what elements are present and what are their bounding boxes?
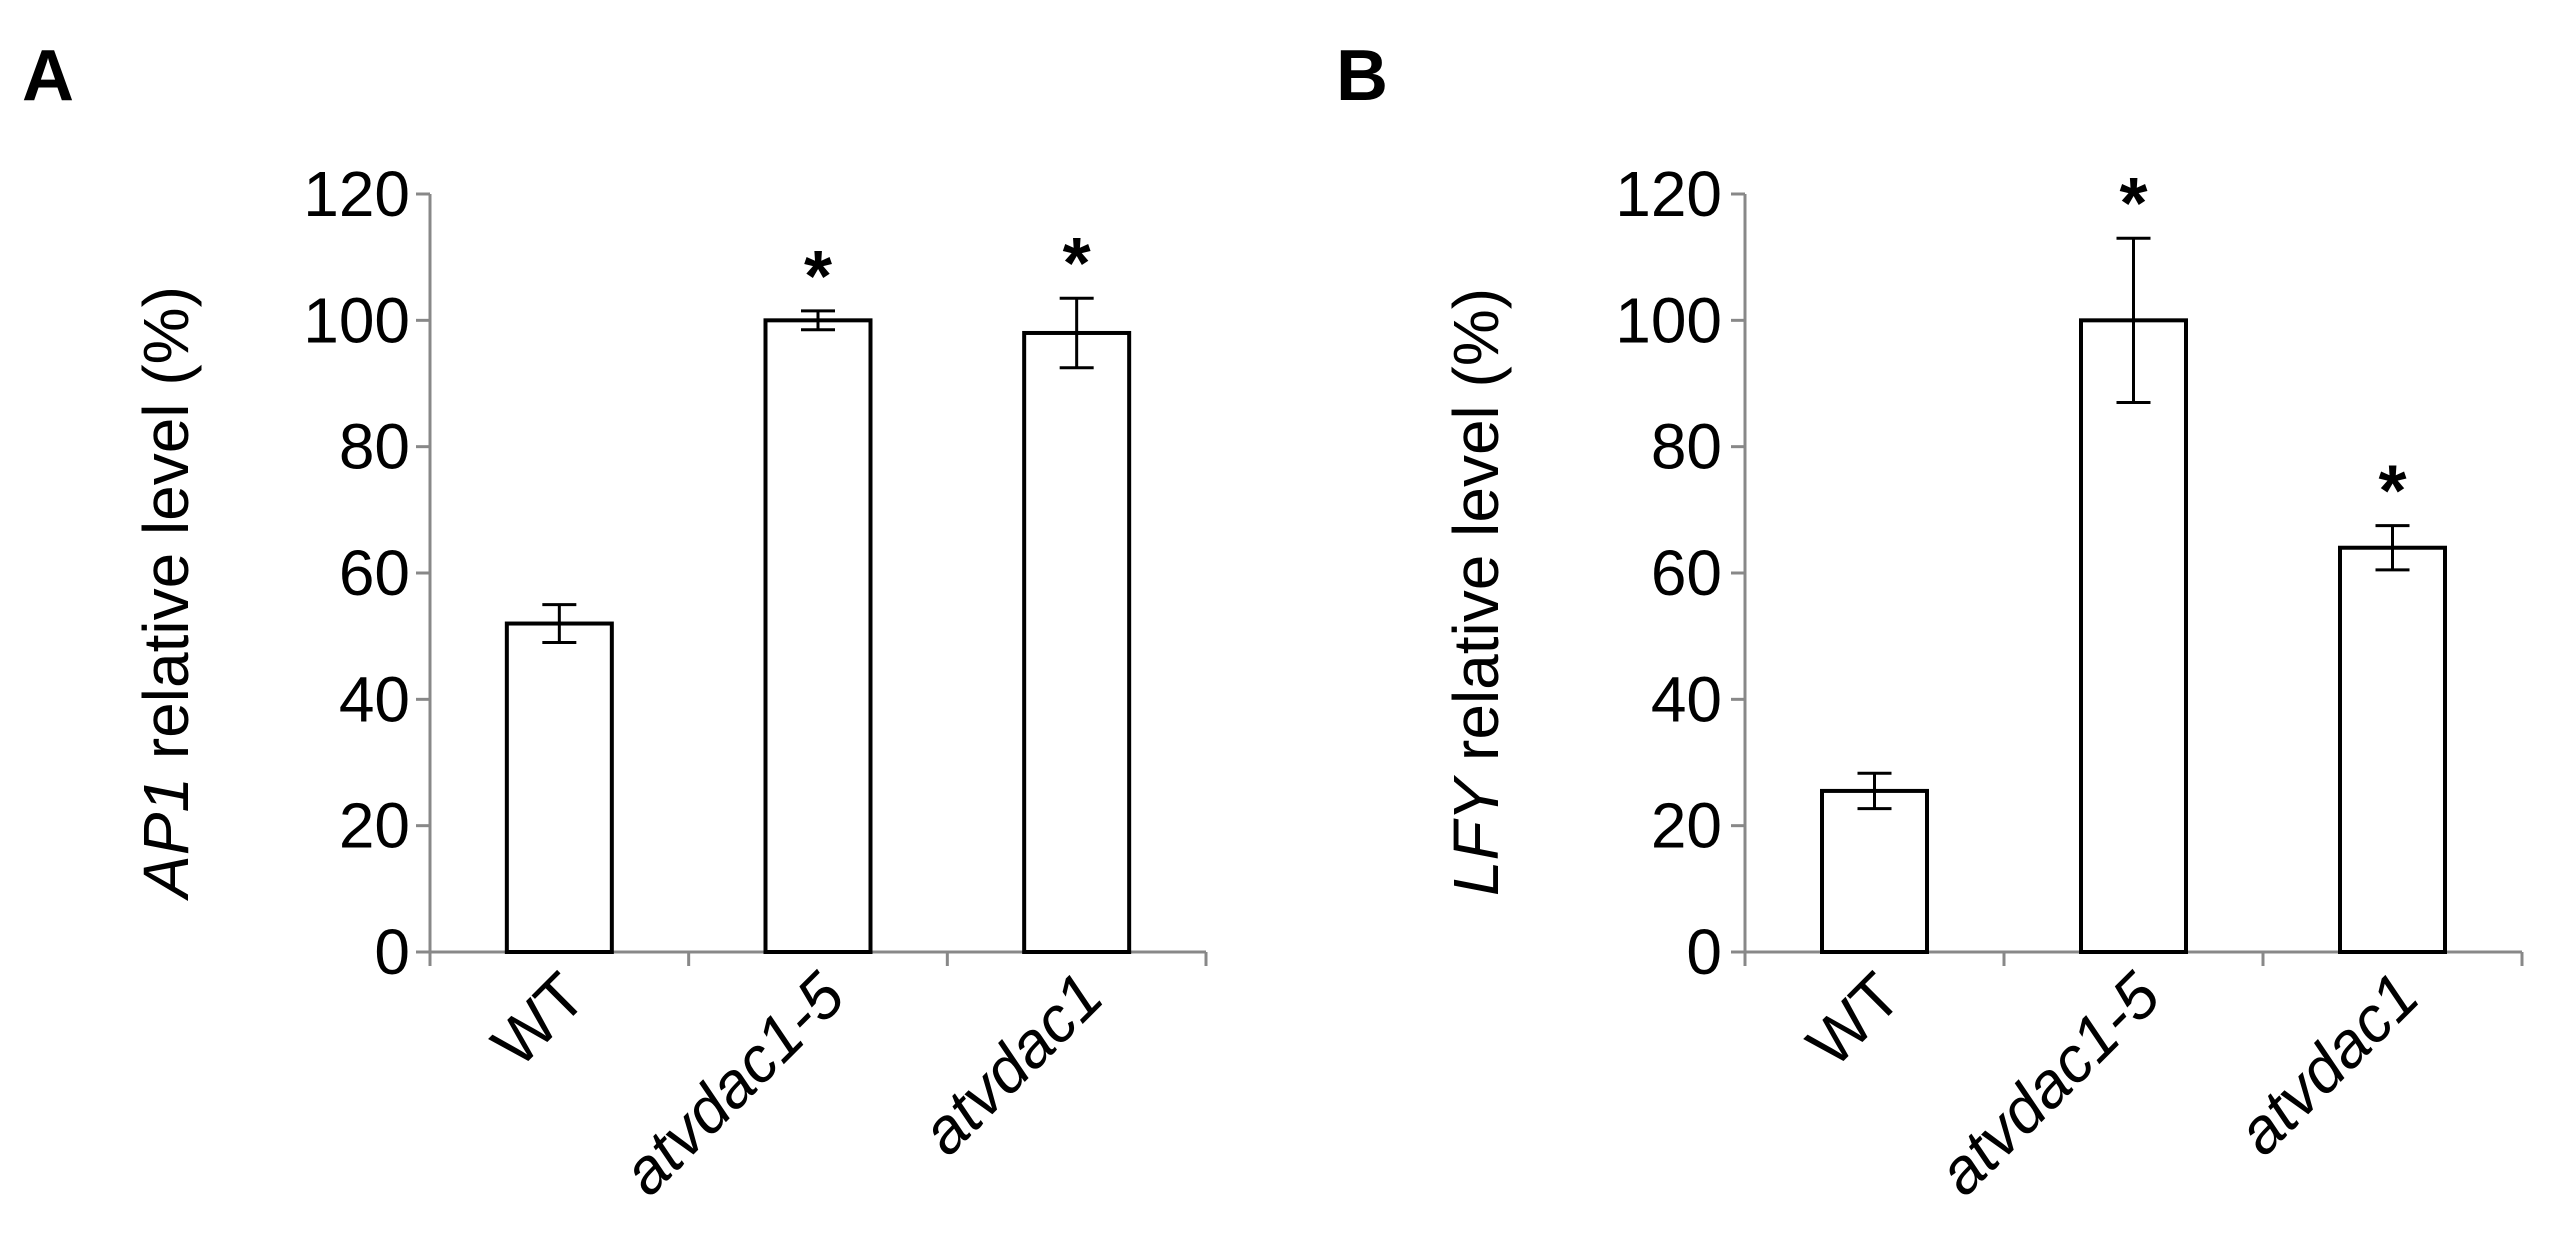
y-axis-label-gene-a: AP1: [130, 777, 202, 902]
bar-atvdac1: [2338, 545, 2447, 954]
bar-atvdac1-5: [2079, 318, 2188, 955]
significance-marker: *: [2119, 164, 2147, 244]
panel-label-b: B: [1336, 36, 1388, 116]
y-tick-label: 0: [374, 916, 410, 988]
y-axis-label-a: AP1 relative level (%): [130, 286, 202, 902]
x-category-label: atvdac1: [2223, 959, 2432, 1168]
panel-b: B LFY relative level (%) 0 20 40 60 80 100 120…: [1336, 36, 2524, 1209]
y-tick-label: 40: [1651, 663, 1722, 735]
x-category-label: atvdac1: [907, 959, 1116, 1168]
panel-label-a: A: [22, 36, 74, 116]
bar-wt: [1820, 788, 1929, 954]
bar-wt: [504, 621, 614, 954]
y-tick-label: 80: [1651, 411, 1722, 483]
significance-marker: *: [1063, 224, 1091, 304]
y-tick-label: 100: [303, 284, 410, 356]
y-tick-label: 60: [1651, 537, 1722, 609]
error-bar: [2116, 236, 2151, 404]
panel-a: A AP1 relative level (%) 0 20 40 60 80 100 120…: [22, 36, 1208, 1209]
y-tick-label: 40: [339, 663, 410, 735]
y-tick-label: 20: [1651, 790, 1722, 862]
error-bar: [1857, 771, 1892, 811]
y-axis-label-text-a: relative level (%): [130, 286, 202, 777]
bar-atvdac1-5: [763, 318, 873, 955]
y-tick-label: 100: [1615, 284, 1722, 356]
x-category-label: WT: [478, 959, 599, 1080]
bar-atvdac1: [1022, 330, 1132, 954]
error-bar: [542, 603, 577, 644]
y-axis-label-b: LFY relative level (%): [1440, 288, 1512, 896]
y-tick-label: 60: [339, 537, 410, 609]
error-bar: [801, 309, 835, 332]
y-tick-label: 120: [1615, 158, 1722, 230]
x-category-label: WT: [1793, 959, 1914, 1080]
y-axis-label-gene-b: LFY: [1440, 774, 1512, 896]
x-category-label: atvdac1-5: [608, 959, 858, 1209]
significance-marker: *: [804, 237, 832, 317]
error-bar: [1059, 296, 1094, 370]
y-tick-label: 0: [1686, 916, 1722, 988]
x-category-label: atvdac1-5: [1924, 959, 2174, 1209]
y-tick-label: 20: [339, 790, 410, 862]
error-bar: [2375, 524, 2410, 572]
y-tick-label: 80: [339, 411, 410, 483]
significance-marker: *: [2378, 452, 2406, 532]
y-axis-label-text-b: relative level (%): [1440, 288, 1512, 779]
y-tick-label: 120: [303, 158, 410, 230]
